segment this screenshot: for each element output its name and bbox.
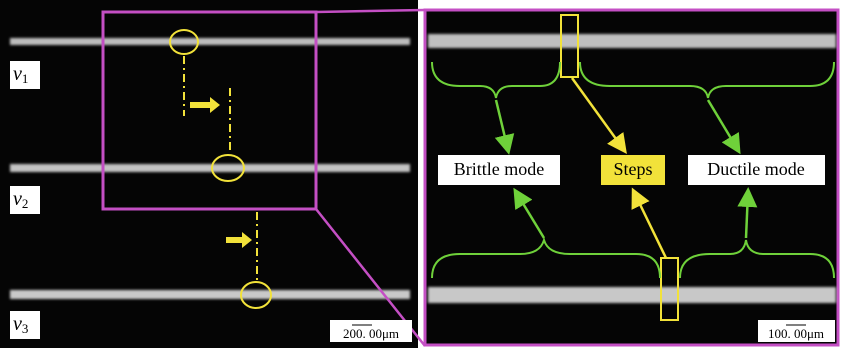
ductile-label: Ductile mode bbox=[707, 159, 804, 179]
brittle-label: Brittle mode bbox=[454, 159, 544, 179]
figure: v1v2v3 200. 00μm Brittle mode Steps Duct… bbox=[0, 0, 842, 348]
steps-label: Steps bbox=[613, 159, 652, 179]
scale-label: 100. 00μm bbox=[768, 326, 824, 341]
scale-label: 200. 00μm bbox=[343, 326, 399, 341]
